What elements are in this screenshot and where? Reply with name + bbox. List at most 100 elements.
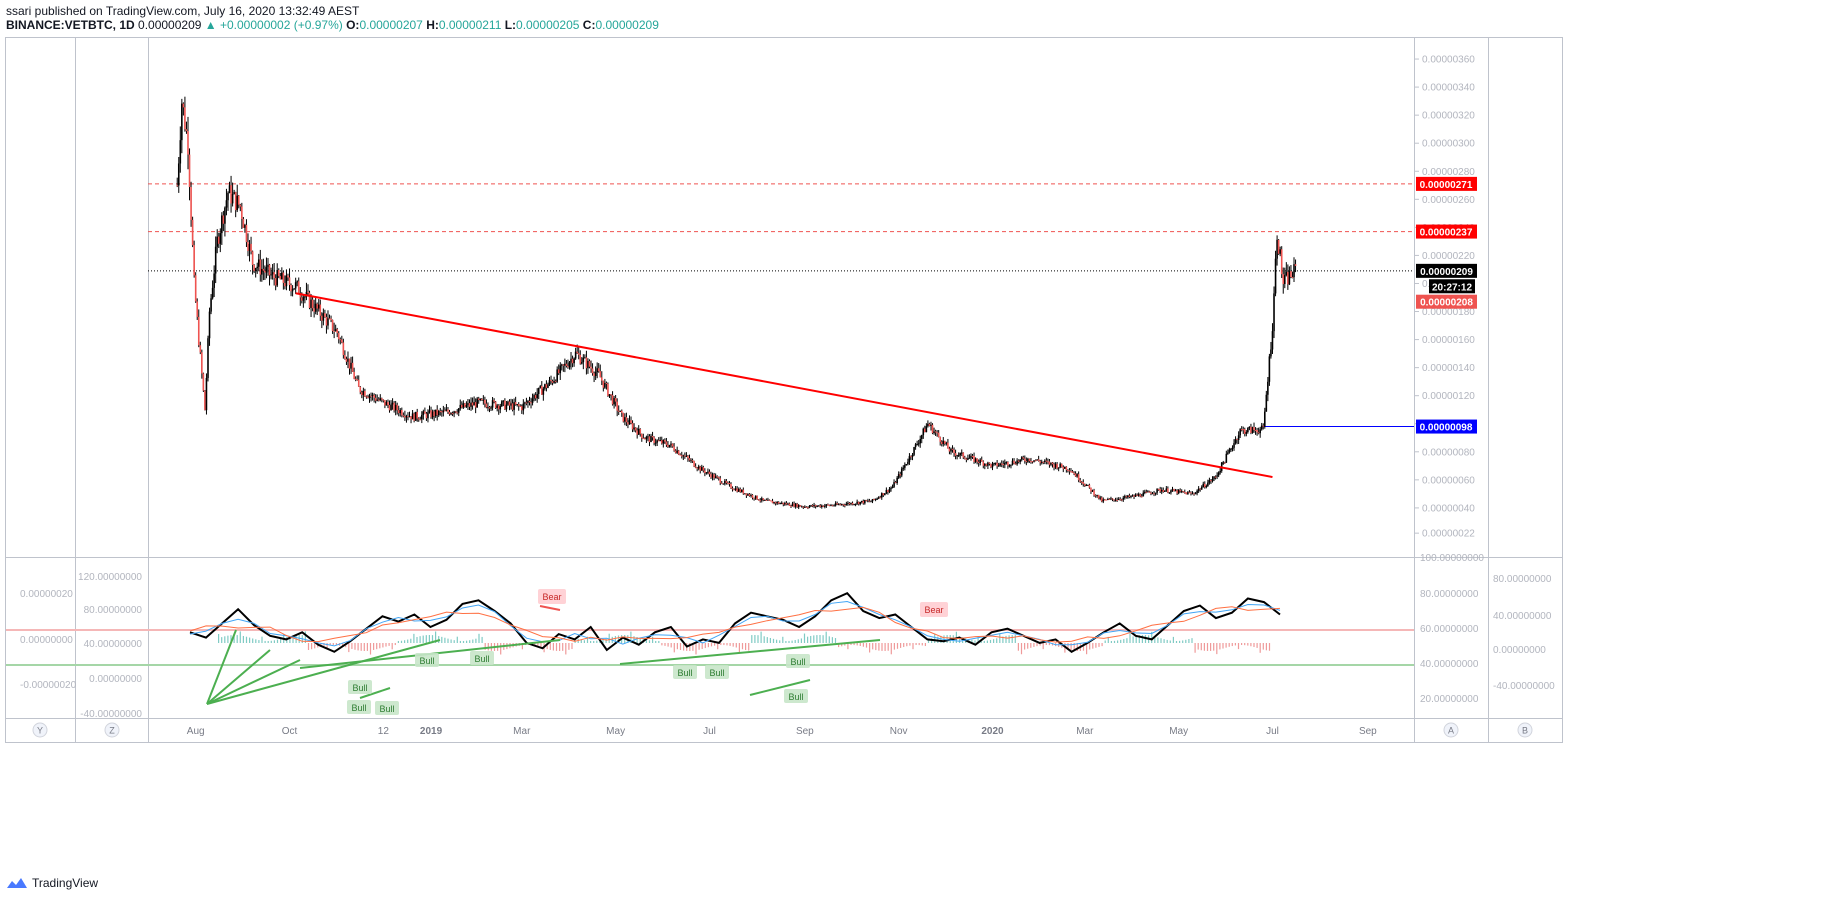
open-value: 0.00000207 [359,18,423,32]
candle-body [620,410,623,413]
candle-body [1194,493,1197,495]
candle-body [361,392,363,396]
osc-histogram-bar [224,636,226,643]
candle-body [176,185,179,187]
osc-histogram-bar [980,640,982,643]
candle-body [231,194,234,204]
trendline-group[interactable] [295,292,1273,479]
candle-body [1225,453,1228,463]
osc-histogram-bar [1095,643,1097,648]
osc-histogram-bar [803,633,806,643]
candle-body [521,406,523,411]
osc-histogram-bar [741,643,744,650]
osc-histogram-bar [838,643,840,648]
low-label: L: [504,18,517,32]
osc-histogram-bar [258,640,260,643]
candle-body [314,303,317,312]
candle-body [524,402,526,404]
candle-body [582,357,585,363]
osc-histogram-bar [794,640,796,643]
candle-body [1253,427,1255,430]
candle-body [977,461,980,464]
candle-body [248,243,251,251]
candle-body [1087,484,1089,486]
candle-body [1054,463,1057,468]
candle-body [382,399,385,401]
candle-body [1211,479,1214,482]
candle-body [871,499,874,502]
candle-body [722,483,725,485]
candle-body [691,460,694,462]
osc-histogram-bar [1092,643,1094,649]
candle-body [451,413,454,415]
candle-body [1127,495,1129,498]
candle-body [1142,492,1145,497]
candle-body [505,404,508,410]
osc-histogram-bar [236,635,238,643]
button-b[interactable] [1517,722,1533,738]
candle-body [1044,460,1046,462]
osc-histogram-bar [447,638,449,643]
brand-label[interactable]: TradingView [32,876,99,890]
trend-line[interactable] [295,292,1273,479]
candle-body [1067,470,1069,472]
candle-body [577,353,580,355]
candle-body [405,416,408,418]
open-label: O: [346,18,360,32]
bull-divergence-line [359,687,391,699]
horizontal-levels[interactable]: 0.00000271 0.00000237 0.00000098 [148,176,1477,434]
candle-body [277,270,280,277]
osc-histogram-bar [974,640,976,643]
candle-body [522,403,525,411]
osc-histogram-bar [1144,635,1147,643]
candle-body [702,467,705,471]
button-y[interactable] [32,722,48,738]
candle-body [390,404,392,411]
candle-body [207,338,209,378]
time-axis[interactable]: Aug Oct 12 2019 Mar May Jul Sep Nov 2020 Mar May Jul… [187,726,1377,737]
candle-body [884,493,886,496]
candle-body [1114,499,1117,501]
osc-histogram-bar [714,643,716,646]
candle-body [190,187,192,220]
candle-body [739,489,742,492]
bull-tag-label: Bull [474,654,489,664]
candle-body [501,401,503,407]
candle-body [448,411,451,415]
candle-body [379,398,382,401]
candle-body [397,410,400,414]
candle-body [736,488,738,492]
osc-histogram-bar [862,643,864,647]
candle-body [979,459,982,464]
osc-histogram-bar [664,643,666,646]
candle-body [362,390,365,396]
candle-body [902,467,905,469]
candle-body [833,505,835,507]
candle-body [284,282,286,287]
candle-body [694,466,697,468]
candle-body [1216,475,1218,477]
candle-body [1248,426,1251,429]
candle-body [1287,271,1289,285]
osc-histogram-bar [847,643,849,650]
candle-body [513,402,515,410]
candle-body [574,351,577,359]
candle-body [493,400,495,402]
osc-histogram-bar [1250,643,1252,647]
osc-histogram-bar [245,636,248,643]
symbol-label[interactable]: BINANCE:VETBTC, 1D [6,18,135,32]
osc-left-tick: 0.00000000 [20,635,73,646]
button-a[interactable] [1443,722,1459,738]
osc-histogram-bar [865,643,868,648]
osc-histogram-bar [391,643,393,650]
candle-body [1159,489,1161,492]
button-z[interactable] [104,722,120,738]
price-tick-label: 0.00000320 [1422,111,1475,122]
candle-body [1097,494,1100,499]
high-value: 0.00000211 [438,18,502,32]
osc-histogram-bar [735,643,737,648]
osc-histogram-bar [993,639,995,643]
osc-histogram-bar [379,643,381,649]
